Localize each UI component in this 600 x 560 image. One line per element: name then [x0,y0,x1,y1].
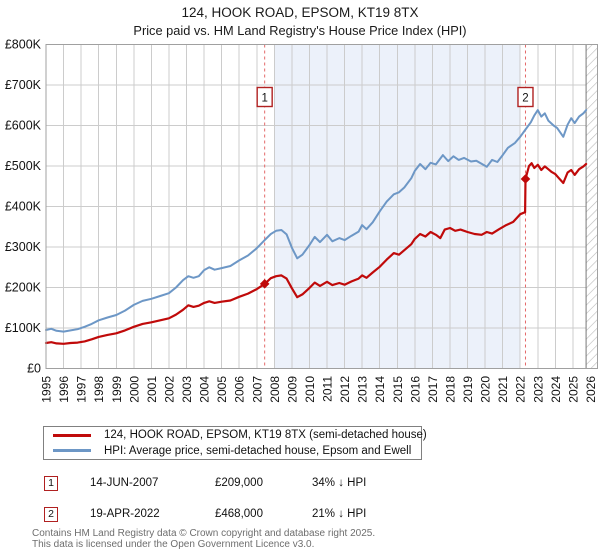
price-history-chart: 1 2£0£100K£200K£300K£400K£500K£600K£700K£… [5,38,598,403]
svg-text:£800K: £800K [5,38,42,52]
svg-text:2018: 2018 [443,376,457,403]
svg-text:£0: £0 [27,362,41,376]
svg-text:2016: 2016 [408,376,422,403]
svg-text:2002: 2002 [162,376,176,403]
sale-2-hpi-delta: 21% ↓ HPI [312,508,367,520]
sale-1-hpi-delta: 34% ↓ HPI [312,477,367,489]
footer-line-2: This data is licensed under the Open Gov… [32,538,315,550]
svg-text:£700K: £700K [5,78,42,92]
sale-1-marker-label: 1 [261,93,267,105]
svg-text:2012: 2012 [338,376,352,403]
svg-text:2006: 2006 [233,376,247,403]
svg-text:2024: 2024 [549,376,563,403]
svg-text:2022: 2022 [514,376,528,403]
svg-text:2019: 2019 [461,376,475,403]
sale-1-date: 14-JUN-2007 [90,477,159,489]
sale-2-marker-box [517,86,534,108]
x-axis-tick-labels: 1995 1996 1997 1998 1999 2000 2001 2002 2003 2004… [40,376,598,403]
svg-text:1998: 1998 [92,376,106,403]
sale-1-price: £209,000 [215,477,263,489]
sale-2-date: 19-APR-2022 [90,508,160,520]
svg-text:2023: 2023 [531,376,545,403]
svg-text:2013: 2013 [356,376,370,403]
sale-2-price: £468,000 [215,508,263,520]
sale-1-number-badge: 1 [44,476,58,491]
sale-1-marker-box [256,86,273,108]
svg-text:2020: 2020 [479,376,493,403]
svg-text:2017: 2017 [426,376,440,403]
property-line-swatch [53,433,91,437]
svg-text:2021: 2021 [496,376,510,403]
sale-1-marker-point [259,279,270,289]
svg-text:1995: 1995 [40,376,54,403]
legend-item-hpi: HPI: Average price, semi-detached house,… [44,443,421,458]
chart-title: 124, HOOK ROAD, EPSOM, KT19 8TX [181,5,419,20]
svg-text:2005: 2005 [215,376,229,403]
svg-text:2001: 2001 [145,376,159,403]
svg-text:2008: 2008 [268,376,282,403]
legend-label-hpi: HPI: Average price, semi-detached house,… [104,444,412,457]
sale-2-marker-point [520,174,531,184]
svg-text:2010: 2010 [303,376,317,403]
svg-text:2009: 2009 [285,376,299,403]
svg-text:2003: 2003 [180,376,194,403]
y-axis-tick-labels: £0 £100K £200K £300K £400K £500K £600K £700K £80… [5,38,42,376]
svg-text:2007: 2007 [250,376,264,403]
legend-label-property: 124, HOOK ROAD, EPSOM, KT19 8TX (semi-de… [104,429,427,442]
sale-annotation-row-2: 2 19-APR-2022 £468,000 21% ↓ HPI [0,507,600,525]
svg-text:2026: 2026 [584,376,598,403]
chart-subtitle: Price paid vs. HM Land Registry's House … [133,23,467,38]
plot-border [45,44,598,369]
legend-item-property: 124, HOOK ROAD, EPSOM, KT19 8TX (semi-de… [44,428,427,443]
legend-box: 124, HOOK ROAD, EPSOM, KT19 8TX (semi-de… [43,426,427,460]
svg-text:£500K: £500K [5,159,42,173]
property-price-line [44,162,588,345]
footer-line-1: Contains HM Land Registry data © Crown c… [32,528,376,539]
sale-2-number-badge: 2 [44,507,58,522]
sale-2-marker-label: 2 [522,93,528,105]
svg-text:£100K: £100K [5,321,42,335]
future-hatch-region [586,44,598,369]
license-footer: Contains HM Land Registry data © Crown c… [32,528,376,550]
svg-text:2000: 2000 [127,376,141,403]
hpi-line-swatch [53,449,91,453]
svg-text:2011: 2011 [321,376,335,402]
hpi-line [45,109,588,333]
svg-text:£300K: £300K [5,240,42,254]
svg-text:2004: 2004 [198,376,212,403]
svg-text:1999: 1999 [110,376,124,403]
svg-text:£400K: £400K [5,200,42,214]
svg-text:2015: 2015 [391,376,405,403]
svg-text:2025: 2025 [566,376,580,403]
svg-text:1997: 1997 [75,376,89,403]
sale-annotation-row-1: 1 14-JUN-2007 £209,000 34% ↓ HPI [0,476,600,494]
svg-text:£600K: £600K [5,119,42,133]
svg-text:1996: 1996 [57,376,71,403]
svg-text:£200K: £200K [5,281,42,295]
svg-text:2014: 2014 [373,376,387,403]
